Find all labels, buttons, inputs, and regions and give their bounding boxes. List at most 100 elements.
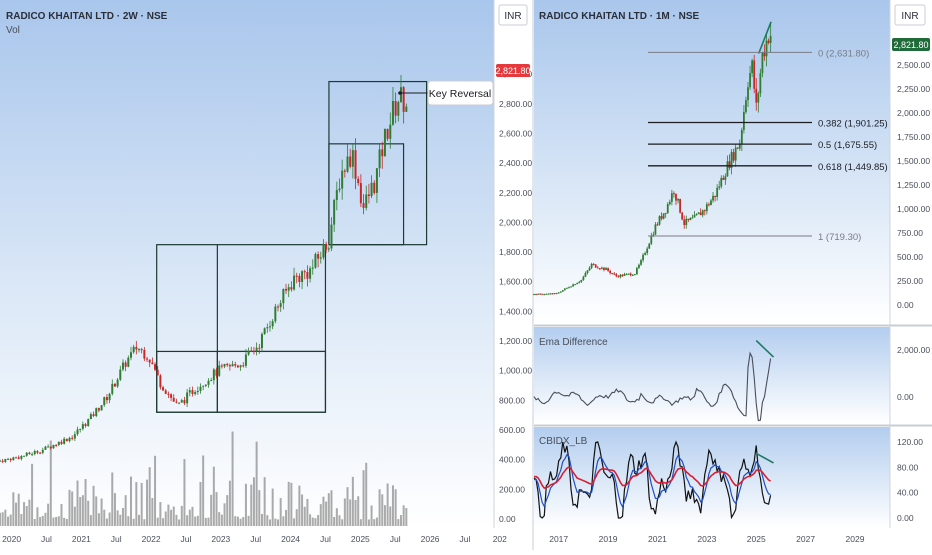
right-price-axis[interactable] xyxy=(890,0,932,528)
candle-body xyxy=(695,214,698,216)
candle-body xyxy=(105,397,108,401)
volume-bar xyxy=(154,455,157,526)
candle-body xyxy=(108,393,111,401)
volume-bar xyxy=(55,516,58,526)
candle-body xyxy=(644,253,647,255)
left-y-tick: 1,400.00 xyxy=(499,306,532,316)
candle-body xyxy=(654,224,657,235)
candle-body xyxy=(31,454,34,456)
volume-bar xyxy=(33,519,36,526)
left-x-tick: 2026 xyxy=(421,534,440,544)
right-x-tick: 2025 xyxy=(747,534,766,544)
volume-bar xyxy=(175,514,178,526)
volume-bar xyxy=(317,515,320,526)
candle-body xyxy=(757,93,760,103)
left-price-badge xyxy=(496,64,530,77)
candle-body xyxy=(590,263,593,268)
left-time-axis[interactable] xyxy=(0,528,532,550)
left-plot-area[interactable] xyxy=(0,0,494,528)
left-candles xyxy=(0,75,408,464)
fib-label: 0 (2,631.80) xyxy=(818,48,869,59)
left-currency-label: INR xyxy=(504,11,521,22)
candle-body xyxy=(151,362,154,365)
candle-body xyxy=(533,294,535,296)
candle-body xyxy=(359,183,362,204)
candle-body xyxy=(541,293,544,295)
cbidx-lines xyxy=(533,440,774,520)
volume-bar xyxy=(20,513,23,526)
candle-body xyxy=(49,446,52,449)
candle-body xyxy=(199,386,202,391)
right-time-axis[interactable] xyxy=(534,528,932,550)
candle-body xyxy=(44,446,47,450)
candle-body xyxy=(351,150,354,167)
right-x-tick: 2021 xyxy=(648,534,667,544)
candle-body xyxy=(113,383,116,387)
left-currency-button[interactable] xyxy=(498,4,528,26)
candle-body xyxy=(650,235,653,244)
candle-body xyxy=(290,287,293,290)
candle-body xyxy=(677,198,679,201)
candle-body xyxy=(68,437,71,442)
volume-bar xyxy=(194,516,197,526)
candle-body xyxy=(317,254,320,259)
volume-bar xyxy=(319,504,322,526)
left-x-tick: Jul xyxy=(41,534,52,544)
volume-bar xyxy=(116,510,119,526)
right-price-badge-text: 2,821.80 xyxy=(893,40,928,50)
volume-bar xyxy=(234,516,237,526)
candle-body xyxy=(210,380,213,382)
cbidx-trendline xyxy=(755,452,774,464)
candle-body xyxy=(330,224,333,249)
candle-body xyxy=(681,212,684,220)
right-y-tick: 2,250.00 xyxy=(897,84,930,94)
key-reversal-callout xyxy=(427,80,494,106)
candle-body xyxy=(65,438,68,442)
candle-body xyxy=(25,452,28,456)
volume-bar xyxy=(151,498,154,526)
candle-body xyxy=(629,273,632,276)
candle-body xyxy=(39,452,42,454)
right-plot-area[interactable] xyxy=(534,0,890,324)
candle-body xyxy=(9,458,12,461)
candle-body xyxy=(673,193,675,195)
volume-bar xyxy=(346,487,349,526)
candle-body xyxy=(129,352,132,358)
right-y-tick: 750.00 xyxy=(897,228,923,238)
candle-body xyxy=(0,460,1,462)
cbidx-y-tick: 80.00 xyxy=(897,462,919,472)
volume-bar xyxy=(383,505,386,526)
volume-bar xyxy=(170,509,173,526)
range-boxes xyxy=(156,80,428,413)
candle-body xyxy=(609,270,612,274)
candle-body xyxy=(601,267,603,269)
cbidx-plot-area[interactable] xyxy=(534,427,890,528)
candle-body xyxy=(621,274,624,276)
volume-bar xyxy=(258,490,261,526)
candle-body xyxy=(769,36,772,43)
candle-body xyxy=(121,362,124,370)
volume-bar xyxy=(349,499,352,526)
volume-bar xyxy=(79,497,82,526)
volume-bar xyxy=(65,518,68,526)
volume-bar xyxy=(244,483,247,526)
candle-body xyxy=(194,392,197,394)
volume-bar xyxy=(226,495,229,526)
candle-body xyxy=(736,147,739,149)
right-currency-button[interactable] xyxy=(894,4,926,26)
right-chart-title: RADICO KHAITAN LTD · 1M · NSE xyxy=(539,11,700,22)
candle-body xyxy=(178,402,181,404)
volume-bar xyxy=(306,498,309,526)
candle-body xyxy=(218,365,221,376)
candle-body xyxy=(215,369,218,376)
volume-bar xyxy=(87,500,90,526)
candle-body xyxy=(298,275,301,283)
volume-bar xyxy=(287,481,290,526)
ema-plot-area[interactable] xyxy=(534,327,890,424)
candle-body xyxy=(389,124,392,139)
candle-body xyxy=(555,293,558,295)
candle-body xyxy=(349,156,352,167)
left-price-axis[interactable] xyxy=(494,0,532,528)
candle-body xyxy=(325,243,328,250)
left-x-tick: 202 xyxy=(493,534,507,544)
